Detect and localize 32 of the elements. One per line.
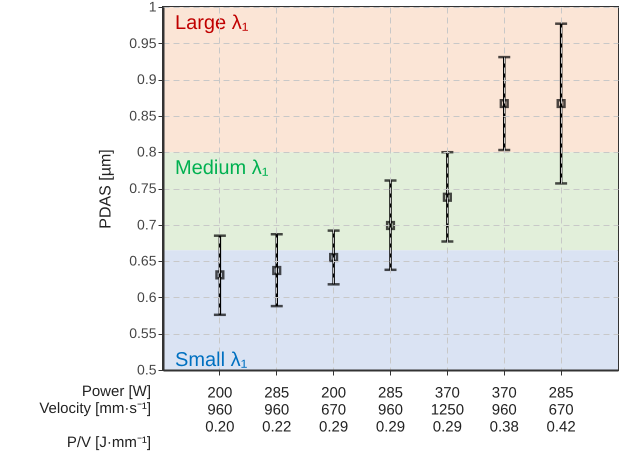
band-label: Small λ₁ [175, 349, 248, 371]
point [215, 270, 224, 280]
y-tick-label: 0.75 [129, 180, 157, 196]
y-tick-label: 0.95 [129, 34, 157, 51]
y-tick-label: 0.8 [137, 144, 157, 160]
y-tick-label: 0.7 [137, 216, 157, 232]
point [442, 192, 452, 202]
y-tick-label: 0.85 [129, 107, 157, 124]
x-tick-label: 285 670 0.42 [546, 384, 576, 436]
band-label: Large λ₁ [175, 12, 249, 34]
x-tick-label: 200 670 0.29 [319, 384, 348, 436]
point [329, 252, 338, 262]
text: P/V [J·mm⁻¹] [66, 434, 151, 451]
y-tick-label: 0.9 [137, 71, 157, 88]
x-tick-label: 370 960 0.38 [490, 384, 519, 436]
x-tick-label: 285 960 0.22 [262, 384, 292, 436]
point [556, 98, 566, 108]
text: Velocity [mm·s⁻¹] [39, 400, 151, 417]
point [386, 220, 396, 230]
y-tick-label: 0.5 [137, 362, 157, 378]
y-tick-label: 0.6 [137, 288, 157, 305]
x-tick-label: 285 960 0.29 [376, 384, 406, 436]
x-tick-label: 200 960 0.20 [205, 384, 234, 436]
y-tick-label: 0.55 [129, 325, 157, 342]
text: Power [W] [82, 383, 151, 400]
y-tick-label: 1 [148, 0, 157, 14]
point [272, 266, 282, 276]
y-tick-label: 0.65 [129, 252, 157, 269]
x-tick-label: 370 1250 0.29 [430, 384, 464, 436]
band-label: Medium λ₁ [175, 157, 269, 180]
point [500, 98, 509, 108]
y-axis-title: PDAS [µm] [97, 149, 114, 229]
